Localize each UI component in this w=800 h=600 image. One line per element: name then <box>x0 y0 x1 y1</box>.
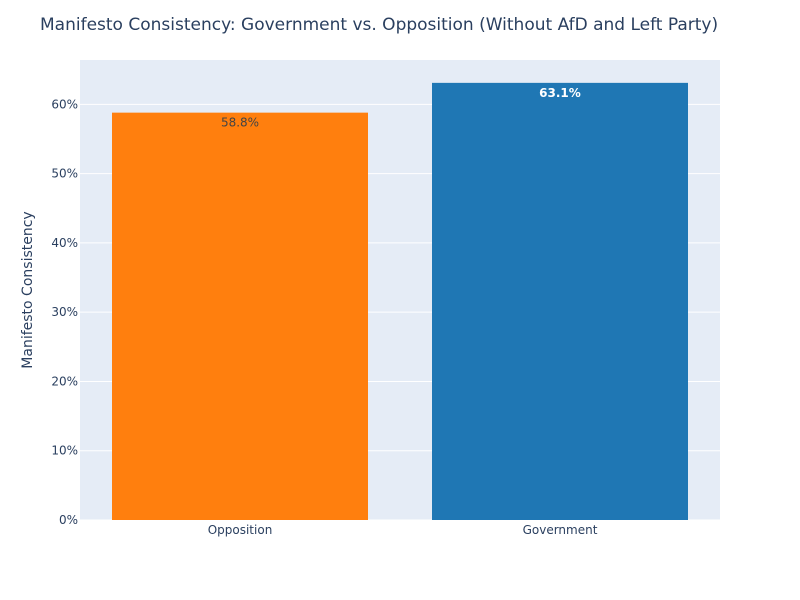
y-axis-title: Manifesto Consistency <box>20 211 36 368</box>
bar-value-label: 63.1% <box>539 86 581 100</box>
y-tick-label: 10% <box>51 444 78 458</box>
x-tick-labels: Opposition Government <box>208 523 598 537</box>
bars <box>112 82 688 520</box>
y-tick-label: 0% <box>59 513 78 527</box>
y-tick-label: 50% <box>51 167 78 181</box>
bar-opposition <box>112 112 368 520</box>
y-tick-label: 20% <box>51 374 78 388</box>
bar-value-labels: 58.8% 63.1% <box>221 86 581 130</box>
y-tick-label: 60% <box>51 97 78 111</box>
chart-title: Manifesto Consistency: Government vs. Op… <box>40 15 718 35</box>
y-tick-label: 30% <box>51 305 78 319</box>
x-tick-label: Government <box>523 523 598 537</box>
bar-value-label: 58.8% <box>221 116 259 130</box>
bar-government <box>432 82 688 520</box>
y-tick-labels: 0% 10% 20% 30% 40% 50% 60% <box>51 97 78 527</box>
y-tick-label: 40% <box>51 236 78 250</box>
x-tick-label: Opposition <box>208 523 273 537</box>
